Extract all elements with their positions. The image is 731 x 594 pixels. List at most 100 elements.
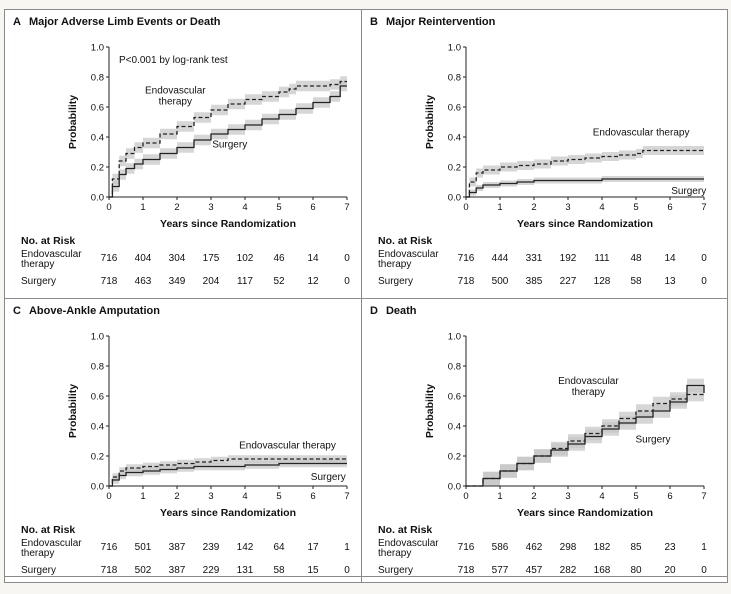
x-tick-label: 4 (599, 491, 604, 502)
y-tick-label: 1.0 (448, 43, 461, 54)
risk-value: 500 (491, 276, 509, 287)
risk-value: 0 (701, 276, 707, 287)
y-tick-label: 0.0 (91, 482, 104, 493)
y-tick-label: 0.4 (448, 133, 461, 144)
y-tick-label: 0.4 (91, 133, 104, 144)
risk-value: 14 (307, 253, 319, 264)
km-chart: 0 1 2 3 4 5 6 7 0.0 0.2 0.4 0.6 0.8 1.0 Years since Ra… (424, 332, 707, 520)
risk-value: 117 (237, 276, 253, 287)
risk-value: 457 (525, 565, 543, 576)
risk-value: 0 (701, 565, 707, 576)
x-tick-label: 5 (633, 491, 638, 502)
x-tick-label: 4 (242, 491, 247, 502)
panel-letter: B (370, 16, 378, 28)
series-label: Surgery (635, 435, 670, 446)
risk-value: 716 (100, 253, 118, 264)
x-tick-label: 1 (497, 491, 502, 502)
risk-row-label: Endovascular (378, 538, 439, 549)
panel-title: C Above-Ankle Amputation (13, 305, 160, 317)
risk-value: 64 (273, 542, 285, 553)
x-tick-label: 0 (106, 491, 111, 502)
y-tick-label: 0.2 (91, 452, 104, 463)
km-chart: 0 1 2 3 4 5 6 7 0.0 0.2 0.4 0.6 0.8 1.0 Years since Ra… (424, 43, 707, 231)
y-tick-label: 0.2 (448, 452, 461, 463)
risk-value: 46 (273, 253, 285, 264)
series-line-surgery (109, 85, 347, 198)
risk-row-label: therapy (378, 259, 412, 270)
km-chart: 0 1 2 3 4 5 6 7 0.0 0.2 0.4 0.6 0.8 1.0 Years since Ra… (67, 332, 350, 520)
risk-table-heading: No. at Risk (21, 235, 76, 247)
risk-row-label: therapy (21, 259, 55, 270)
y-tick-label: 0.8 (448, 362, 461, 373)
risk-value: 52 (273, 276, 285, 287)
y-tick-label: 1.0 (91, 43, 104, 54)
panel-c: C Above-Ankle Amputation 0 1 2 3 4 5 6 7 0.0 0.2 0.… (5, 299, 361, 576)
x-tick-label: 3 (565, 491, 570, 502)
risk-value: 13 (664, 276, 676, 287)
y-tick-label: 0.6 (91, 392, 104, 403)
panel-divider-horizontal (5, 298, 727, 299)
risk-value: 175 (202, 253, 220, 264)
series-label: Surgery (311, 472, 346, 483)
risk-value: 239 (202, 542, 220, 553)
ci-band-0 (109, 76, 347, 197)
y-tick-label: 0.0 (448, 193, 461, 204)
x-tick-label: 2 (531, 202, 536, 213)
risk-value: 80 (630, 565, 642, 576)
series-label: therapy (572, 387, 605, 398)
series-label: Endovascular therapy (239, 441, 336, 452)
x-tick-label: 5 (276, 491, 281, 502)
risk-value: 385 (525, 276, 543, 287)
x-axis-label: Years since Randomization (160, 218, 296, 230)
risk-value: 182 (593, 542, 611, 553)
x-tick-label: 3 (208, 202, 213, 213)
risk-value: 716 (457, 542, 475, 553)
risk-value: 1 (701, 542, 707, 553)
y-tick-label: 0.2 (91, 163, 104, 174)
risk-value: 168 (593, 565, 611, 576)
y-tick-label: 1.0 (448, 332, 461, 343)
y-tick-label: 0.0 (91, 193, 104, 204)
ci-band-0 (109, 455, 347, 486)
x-axis-label: Years since Randomization (160, 507, 296, 519)
panel-title: B Major Reintervention (370, 16, 495, 28)
series-line-surgery (466, 178, 704, 198)
panel-letter: A (13, 16, 21, 28)
risk-row-label: therapy (21, 548, 55, 559)
risk-value: 387 (168, 542, 186, 553)
risk-value: 501 (134, 542, 152, 553)
risk-value: 58 (630, 276, 642, 287)
risk-row-label: Endovascular (21, 249, 82, 260)
y-tick-label: 0.4 (91, 422, 104, 433)
panel-divider-vertical (361, 10, 362, 582)
risk-value: 0 (344, 276, 350, 287)
risk-value: 229 (202, 565, 220, 576)
ci-band-0 (466, 146, 704, 197)
series-label: Surgery (212, 140, 247, 151)
panel-title-text: Major Reintervention (385, 16, 496, 28)
risk-value: 387 (168, 565, 186, 576)
panel-letter: C (13, 305, 21, 317)
x-tick-label: 0 (463, 491, 468, 502)
x-tick-label: 6 (310, 202, 315, 213)
risk-value: 718 (457, 565, 475, 576)
x-tick-label: 6 (667, 491, 672, 502)
risk-row-label: Surgery (378, 565, 414, 576)
x-tick-label: 3 (208, 491, 213, 502)
panel-title-text: Death (385, 305, 417, 317)
panel-title: D Death (370, 305, 417, 317)
y-axis-label: Probability (424, 95, 436, 149)
x-tick-label: 2 (174, 202, 179, 213)
risk-table-heading: No. at Risk (21, 524, 76, 536)
risk-value: 20 (664, 565, 676, 576)
risk-row-label: Surgery (378, 276, 414, 287)
x-tick-label: 0 (106, 202, 111, 213)
risk-value: 102 (236, 253, 254, 264)
series-label: Endovascular (558, 376, 619, 387)
x-tick-label: 2 (174, 491, 179, 502)
risk-value: 0 (344, 565, 350, 576)
x-tick-label: 7 (344, 202, 349, 213)
x-tick-label: 4 (599, 202, 604, 213)
y-tick-label: 0.4 (448, 422, 461, 433)
x-tick-label: 7 (701, 491, 706, 502)
